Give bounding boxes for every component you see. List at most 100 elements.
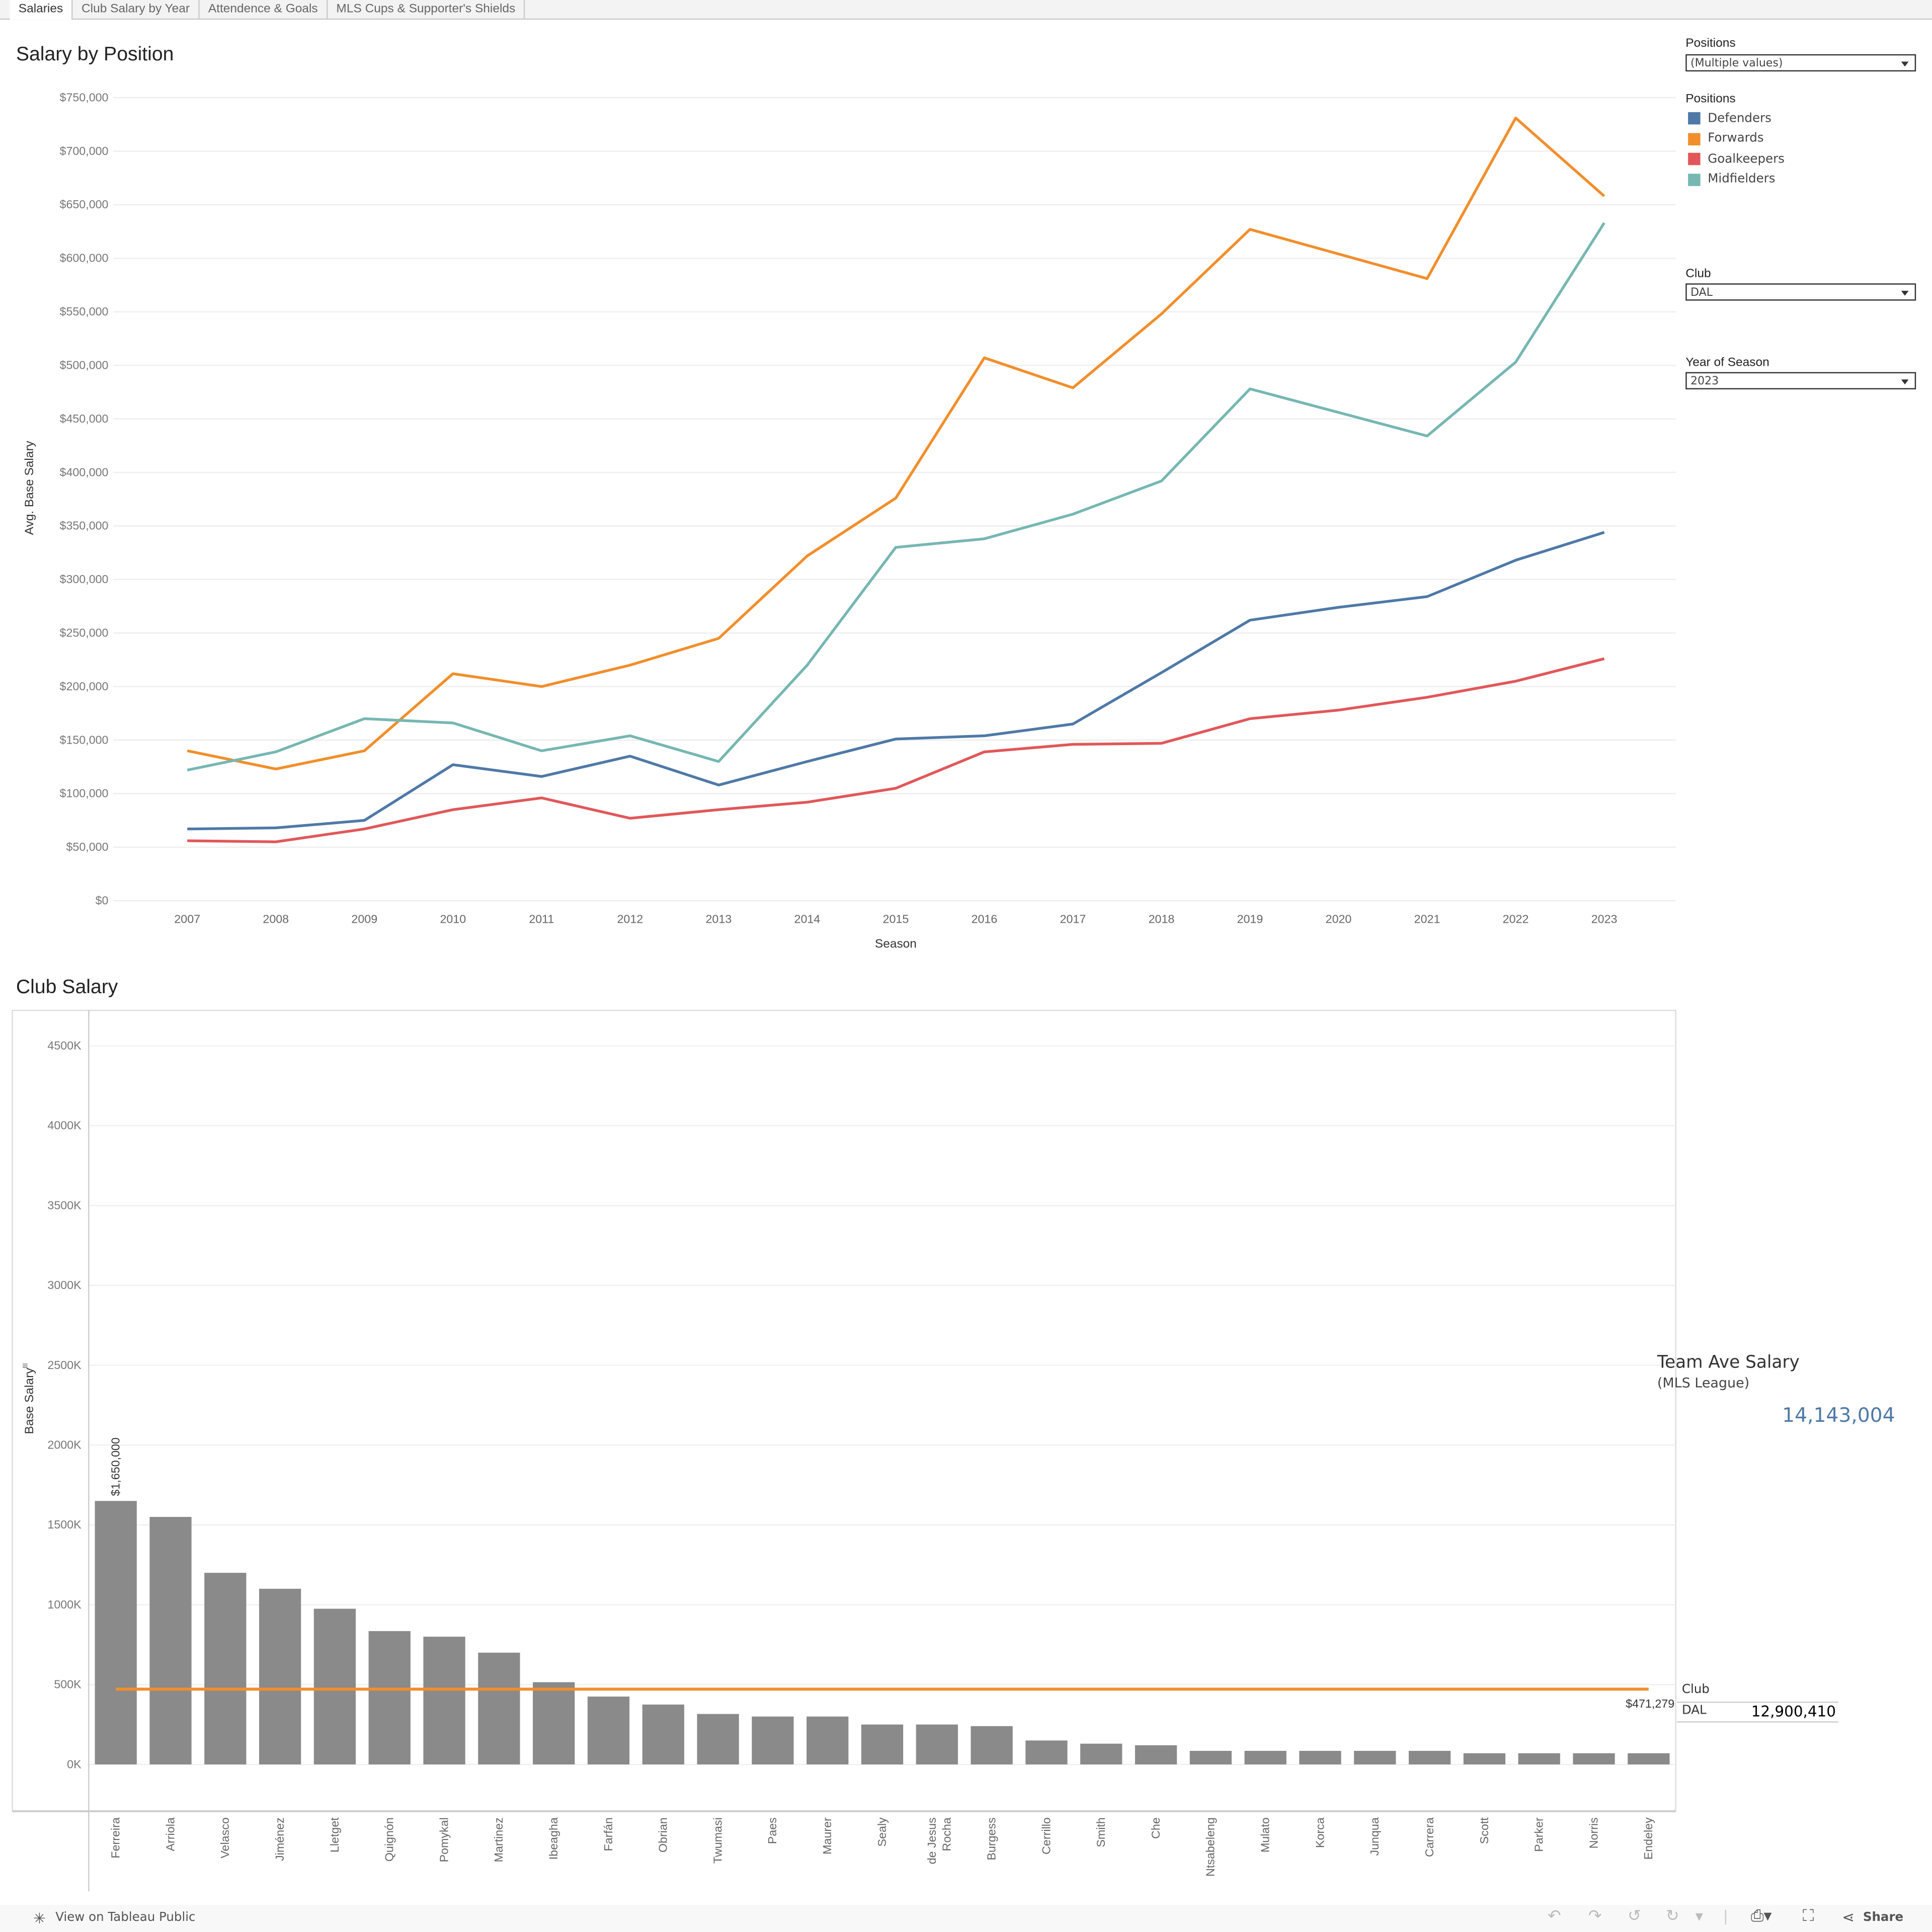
- legend-swatch: [1688, 112, 1701, 125]
- share-icon[interactable]: ⋖: [1842, 1908, 1855, 1926]
- x-axis-title: Season: [875, 937, 917, 950]
- x-tick-label: Obrian: [657, 1817, 670, 1853]
- x-tick-label: Parker: [1533, 1817, 1546, 1852]
- y-tick-label: 4500K: [47, 1039, 82, 1052]
- toolbar-divider: [1725, 1909, 1727, 1925]
- x-tick-label: Jiménez: [273, 1817, 286, 1861]
- legend-item-forwards[interactable]: Forwards: [1685, 129, 1785, 149]
- x-tick-label: Paes: [766, 1817, 779, 1844]
- x-tick-label: 2007: [174, 912, 200, 925]
- x-tick-label: Quignón: [383, 1817, 396, 1862]
- x-tick-label: Junqua: [1368, 1817, 1381, 1856]
- y-tick-label: 500K: [54, 1678, 82, 1691]
- download-icon[interactable]: ⎙▾: [1751, 1907, 1772, 1926]
- bar-endeley: [1628, 1753, 1670, 1764]
- undo-icon[interactable]: ↶: [1547, 1907, 1561, 1926]
- tableau-logo-icon: ✳: [33, 1909, 46, 1927]
- x-tick-label: Rocha: [940, 1817, 953, 1851]
- x-tick-label: Carrera: [1423, 1817, 1436, 1857]
- bar-burgess: [971, 1726, 1013, 1764]
- x-tick-label: de Jesus: [925, 1817, 938, 1864]
- line-chart-title: Salary by Position: [16, 44, 174, 65]
- sort-icon: ≡: [22, 1360, 28, 1372]
- positions-filter-dropdown[interactable]: (Multiple values): [1685, 54, 1916, 72]
- tab-attendance-goals[interactable]: Attendence & Goals: [200, 0, 328, 19]
- bar-twumasi: [697, 1714, 739, 1764]
- refresh-dropdown-icon[interactable]: ▼: [1695, 1911, 1703, 1922]
- bar-sealy: [861, 1724, 904, 1764]
- view-on-tableau-link[interactable]: View on Tableau Public: [55, 1911, 196, 1925]
- y-tick-label: $750,000: [60, 91, 109, 104]
- x-tick-label: Twumasi: [711, 1817, 724, 1864]
- x-tick-label: 2015: [883, 912, 909, 925]
- bar-parker: [1518, 1753, 1560, 1764]
- y-tick-label: $600,000: [60, 252, 109, 265]
- y-tick-label: $500,000: [60, 358, 109, 371]
- y-tick-label: $350,000: [60, 519, 109, 532]
- bar-paes: [752, 1716, 794, 1764]
- legend-item-midfielders[interactable]: Midfielders: [1685, 170, 1785, 190]
- bar-obrian: [642, 1704, 684, 1764]
- x-tick-label: Scott: [1478, 1817, 1491, 1844]
- legend-item-goalkeepers[interactable]: Goalkeepers: [1685, 149, 1785, 169]
- tab-bar: Salaries Club Salary by Year Attendence …: [0, 0, 1932, 20]
- salary-by-position-chart: $0 $50,000 $100,000 $150,000 $200,000 $250,00…: [23, 91, 1676, 950]
- club-filter-dropdown[interactable]: DAL: [1685, 283, 1916, 301]
- x-tick-label: Sealy: [875, 1817, 889, 1847]
- kpi-title: Team Ave Salary: [1657, 1352, 1800, 1373]
- series-line-defenders: [187, 531, 1605, 831]
- y-tick-label: 1500K: [47, 1518, 82, 1531]
- series-line-midfielders: [187, 222, 1605, 772]
- bar-carrera: [1408, 1750, 1451, 1764]
- year-filter-dropdown[interactable]: 2023: [1685, 372, 1916, 389]
- bar-arriola: [149, 1516, 192, 1764]
- x-tick-label: Mulato: [1259, 1817, 1272, 1853]
- revert-icon[interactable]: ↺: [1628, 1907, 1641, 1926]
- x-tick-label: Ntsabeleng: [1204, 1817, 1217, 1877]
- x-tick-label: 2013: [706, 912, 732, 925]
- legend-label: Goalkeepers: [1708, 152, 1785, 167]
- y-tick-label: $400,000: [60, 465, 109, 478]
- kpi-subtitle: (MLS League): [1657, 1375, 1750, 1391]
- y-tick-label: 4000K: [47, 1119, 82, 1132]
- y-tick-label: 0K: [67, 1757, 82, 1770]
- chevron-down-icon: [1901, 379, 1909, 385]
- bar-ntsabeleng: [1189, 1750, 1232, 1764]
- chevron-down-icon: [1901, 61, 1909, 67]
- refresh-icon[interactable]: ↻: [1666, 1907, 1679, 1926]
- legend-item-defenders[interactable]: Defenders: [1685, 109, 1785, 129]
- legend-swatch: [1688, 153, 1701, 166]
- x-tick-label: 2014: [794, 912, 821, 925]
- x-tick-label: 2012: [617, 912, 643, 925]
- x-tick-label: Farfán: [602, 1817, 615, 1851]
- x-tick-label: 2018: [1149, 912, 1175, 925]
- positions-legend: Defenders Forwards Goalkeepers Midfielders: [1685, 109, 1785, 190]
- club-filter-value: DAL: [1691, 287, 1713, 300]
- bar-data-label: $1,650,000: [109, 1437, 122, 1496]
- x-tick-label: Pomykal: [437, 1817, 450, 1862]
- x-tick-label: Norris: [1587, 1817, 1600, 1848]
- x-tick-label: 2009: [351, 912, 377, 925]
- share-button[interactable]: Share: [1863, 1911, 1904, 1925]
- redo-icon[interactable]: ↷: [1588, 1907, 1602, 1926]
- y-axis-title: Avg. Base Salary: [23, 440, 36, 535]
- y-tick-label: $250,000: [60, 626, 109, 639]
- bar-ibeagha: [533, 1682, 575, 1764]
- x-tick-label: Ibeagha: [547, 1817, 560, 1860]
- bar-junqua: [1354, 1750, 1396, 1764]
- tab-salaries[interactable]: Salaries: [10, 0, 73, 20]
- tab-club-salary-by-year[interactable]: Club Salary by Year: [73, 0, 200, 19]
- x-tick-label: 2010: [440, 912, 466, 925]
- x-tick-label: Maurer: [821, 1817, 834, 1855]
- bar-farfán: [587, 1697, 630, 1764]
- legend-swatch: [1688, 132, 1701, 145]
- bar-jiménez: [259, 1588, 301, 1764]
- tab-mls-cups[interactable]: MLS Cups & Supporter's Shields: [328, 0, 525, 19]
- bar-quignón: [368, 1631, 411, 1764]
- kpi-value: 14,143,004: [1782, 1403, 1895, 1427]
- legend-label: Midfielders: [1708, 173, 1776, 187]
- positions-filter-value: (Multiple values): [1691, 58, 1783, 70]
- x-tick-label: Cerrillo: [1039, 1817, 1053, 1855]
- fullscreen-icon[interactable]: ⛶: [1802, 1907, 1814, 1926]
- bar-mulato: [1244, 1750, 1286, 1764]
